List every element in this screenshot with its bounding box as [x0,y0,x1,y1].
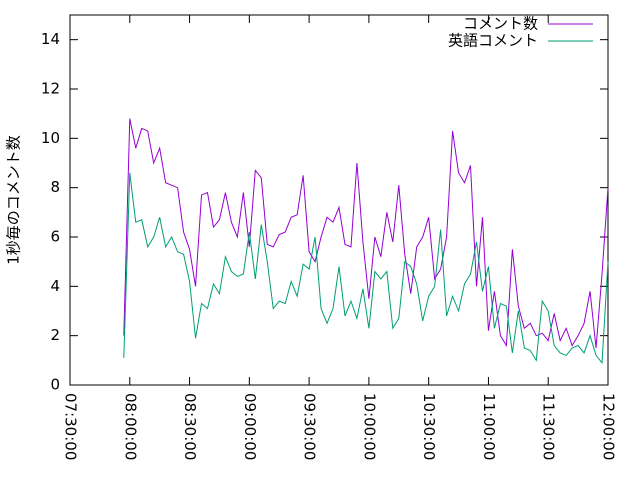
y-tick-label: 2 [50,326,60,344]
x-tick-label: 12:00:00 [600,393,618,460]
x-tick-label: 08:00:00 [121,393,139,460]
y-tick-label: 6 [50,228,60,246]
legend-label: コメント数 [463,15,538,33]
y-tick-label: 14 [41,30,60,48]
plot-border [69,14,609,386]
y-tick-label: 4 [50,277,60,295]
x-tick-label: 11:00:00 [480,393,498,460]
y-tick-label: 0 [50,376,60,394]
series-line [123,172,609,365]
x-tick-label: 07:30:00 [62,393,80,460]
x-tick-label: 10:30:00 [420,393,438,460]
x-tick-label: 11:30:00 [540,393,558,460]
x-tick-label: 09:30:00 [301,393,319,460]
x-tick-label: 08:30:00 [181,393,199,460]
y-axis-label: 1秒毎のコメント数 [5,135,23,265]
legend-label: 英語コメント [448,32,538,50]
y-tick-label: 10 [41,129,60,147]
x-tick-label: 10:00:00 [360,393,378,460]
y-tick-label: 8 [50,178,60,196]
y-tick-label: 12 [41,80,60,98]
series-line [123,118,609,349]
x-tick-label: 09:00:00 [241,393,259,460]
